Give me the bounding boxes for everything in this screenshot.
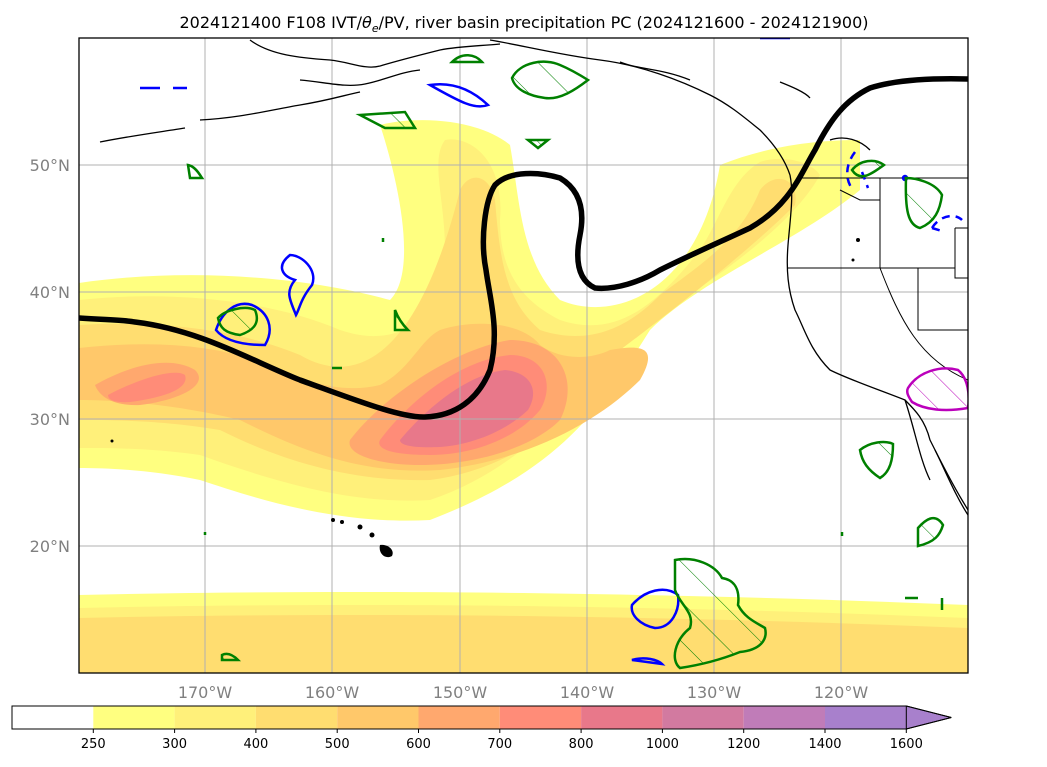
colorbar-segment bbox=[337, 706, 419, 729]
colorbar-segment bbox=[825, 706, 907, 729]
colorbar-tick-label: 250 bbox=[81, 737, 106, 752]
ivt-shading-river bbox=[79, 120, 860, 521]
lon-tick-150w: 150°W bbox=[433, 683, 488, 702]
colorbar-segment bbox=[174, 706, 256, 729]
colorbar-tick-label: 800 bbox=[569, 737, 594, 752]
colorbar-segment bbox=[499, 706, 582, 729]
lat-tick-30n: 30°N bbox=[30, 410, 70, 429]
colorbar-segment bbox=[743, 706, 825, 729]
colorbar-tick-label: 1000 bbox=[646, 737, 679, 752]
lon-tick-170w: 170°W bbox=[178, 683, 233, 702]
colorbar-tick-label: 400 bbox=[243, 737, 268, 752]
colorbar-tick-label: 600 bbox=[406, 737, 431, 752]
colorbar-tick-label: 700 bbox=[487, 737, 512, 752]
colorbar-segment bbox=[581, 706, 663, 729]
colorbar-segment bbox=[418, 706, 500, 729]
lat-tick-labels: 50°N 40°N 30°N 20°N bbox=[30, 156, 70, 556]
islands bbox=[110, 238, 860, 558]
colorbar-tick-label: 1600 bbox=[890, 737, 923, 752]
lat-tick-40n: 40°N bbox=[30, 283, 70, 302]
colorbar-segment bbox=[93, 706, 175, 729]
colorbar-segment bbox=[255, 706, 338, 729]
precip-pc-contour bbox=[905, 367, 968, 412]
coastlines bbox=[99, 39, 968, 516]
map-frame bbox=[78, 37, 969, 674]
lon-tick-130w: 130°W bbox=[687, 683, 742, 702]
colorbar-tick-label: 1200 bbox=[727, 737, 760, 752]
colorbar-extend-arrow bbox=[905, 705, 952, 730]
figure-title: 2024121400 F108 IVT/θe/PV, river basin p… bbox=[179, 13, 868, 35]
lon-tick-labels: 170°W 160°W 150°W 140°W 130°W 120°W bbox=[178, 683, 869, 702]
pv-contours-green bbox=[186, 54, 945, 670]
lat-tick-20n: 20°N bbox=[30, 537, 70, 556]
map-panel bbox=[78, 37, 969, 674]
colorbar-segment-below bbox=[12, 706, 94, 729]
ivt-shading-south bbox=[79, 592, 968, 673]
colorbar-outline bbox=[11, 705, 952, 730]
graticule bbox=[79, 38, 968, 673]
colorbar-segment bbox=[662, 706, 744, 729]
lon-tick-160w: 160°W bbox=[305, 683, 360, 702]
colorbar-tick-label: 1400 bbox=[808, 737, 841, 752]
colorbar-tick-label: 300 bbox=[162, 737, 187, 752]
colorbar-tick-label: 500 bbox=[325, 737, 350, 752]
pv-contours-blue bbox=[140, 38, 963, 666]
lon-tick-120w: 120°W bbox=[814, 683, 869, 702]
lon-tick-140w: 140°W bbox=[560, 683, 615, 702]
ivt-colorbar: 250 300 400 500 600 700 800 1000 1200 1400 1600 bbox=[11, 705, 952, 752]
jet-stream-line bbox=[79, 76, 968, 420]
lat-tick-50n: 50°N bbox=[30, 156, 70, 175]
